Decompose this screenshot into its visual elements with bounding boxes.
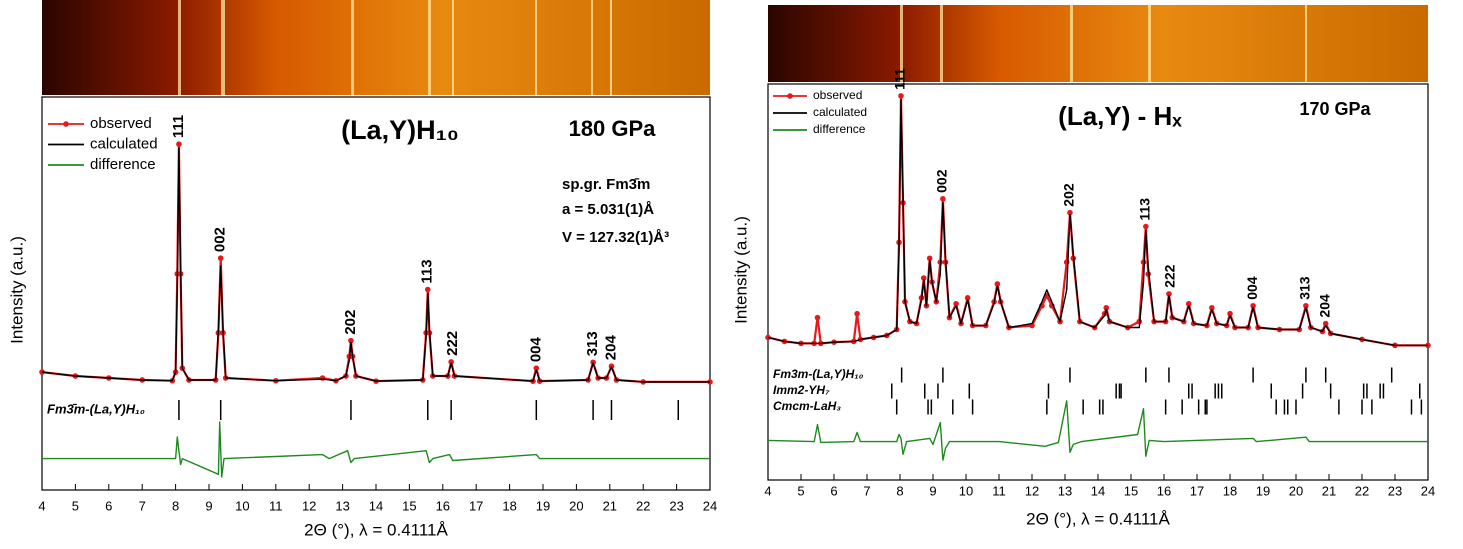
x-tick-label: 18 [502,498,516,513]
data-point [425,287,431,293]
phase-label: Fm3m-(La,Y)H₁₀ [773,367,864,381]
peak-label: 202 [1061,183,1077,207]
diffraction-image [768,5,1428,82]
x-tick-label: 16 [436,498,450,513]
x-tick-label: 10 [959,483,973,498]
annotation: sp.gr. Fm3̄m [562,176,650,193]
data-point [940,196,946,202]
x-tick-label: 23 [669,498,683,513]
legend-label: observed [813,88,862,102]
peak-label: 202 [342,310,359,335]
x-tick-label: 21 [603,498,617,513]
diffraction-image [42,0,710,95]
x-tick-label: 11 [269,498,283,513]
x-tick-label: 14 [1091,483,1105,498]
peak-label: 222 [444,331,461,356]
peak-label: 204 [1316,294,1332,318]
data-line [768,401,1428,460]
data-point [218,255,224,261]
figure: 4 5 6 7 8 9 10 11 12 13 14 15 16 17 18 19 20 21 22 23 24 2Θ (… [0,0,1463,549]
x-tick-label: 7 [139,498,146,513]
phase-label: Fm3̄m-(La,Y)H₁₀ [47,401,145,416]
x-tick-label: 18 [1223,483,1237,498]
x-tick-label: 13 [1058,483,1072,498]
x-tick-label: 19 [536,498,550,513]
x-tick-label: 12 [1025,483,1039,498]
x-tick-label: 7 [863,483,870,498]
legend-label: difference [90,156,156,173]
x-tick-label: 22 [1355,483,1369,498]
phase-label: Imm2-YH₇ [773,383,830,397]
peak-label: 004 [1244,276,1260,300]
peak-label: 113 [1137,198,1153,221]
phase-label: Cmcm-LaH₃ [773,399,841,413]
annotation: 170 GPa [1299,99,1371,119]
x-tick-label: 10 [235,498,249,513]
x-tick-label: 8 [172,498,179,513]
x-tick-label: 17 [469,498,483,513]
x-tick-label: 4 [38,498,45,513]
annotation: a = 5.031(1)Å [562,201,654,218]
data-point [176,141,182,147]
x-tick-label: 24 [1421,483,1435,498]
x-tick-label: 24 [703,498,717,513]
chart-title: (La,Y)H₁₀ [341,115,459,145]
x-axis-label: 2Θ (°), λ = 0.4111Å [304,520,448,539]
x-tick-label: 4 [764,483,771,498]
peak-label: 313 [584,331,601,356]
x-tick-label: 19 [1256,483,1270,498]
peak-label: 204 [602,335,619,361]
peak-label: 222 [1161,264,1177,288]
peak-label: 002 [212,227,229,252]
chart-title: (La,Y) - Hₓ [1058,101,1182,131]
x-tick-label: 13 [335,498,349,513]
x-tick-label: 21 [1322,483,1336,498]
x-tick-label: 5 [797,483,804,498]
peak-label: 111 [892,68,908,90]
x-axis-label: 2Θ (°), λ = 0.4111Å [1026,509,1170,528]
y-axis-label: Intensity (a.u.) [731,216,750,324]
x-tick-label: 22 [636,498,650,513]
x-tick-label: 9 [205,498,212,513]
peak-label: 002 [934,169,950,193]
data-line [42,422,710,477]
legend-marker [787,93,793,99]
x-tick-label: 20 [1289,483,1303,498]
x-tick-label: 8 [896,483,903,498]
x-tick-label: 6 [830,483,837,498]
x-tick-label: 15 [1124,483,1138,498]
annotation: 180 GPa [569,116,657,141]
x-tick-label: 11 [992,483,1006,498]
x-tick-label: 17 [1190,483,1204,498]
y-axis-label: Intensity (a.u.) [7,236,26,344]
annotation: V = 127.32(1)Å³ [562,229,669,246]
plot-frame [768,84,1428,480]
legend-label: calculated [813,105,867,119]
x-tick-label: 6 [105,498,112,513]
x-tick-label: 14 [369,498,383,513]
data-point [815,315,821,321]
x-tick-label: 15 [402,498,416,513]
x-tick-label: 5 [72,498,79,513]
peak-label: 313 [1297,276,1313,300]
data-point [898,93,904,99]
data-point [1141,259,1147,265]
x-tick-label: 23 [1388,483,1402,498]
data-point [1143,224,1149,230]
legend-label: calculated [90,135,158,152]
x-tick-label: 16 [1157,483,1171,498]
peak-label: 111 [170,115,187,138]
peak-label: 113 [419,259,436,283]
peak-label: 004 [527,336,544,362]
x-tick-label: 9 [929,483,936,498]
legend-label: observed [90,115,152,132]
x-tick-label: 20 [569,498,583,513]
legend-label: difference [813,122,866,136]
data-point [854,311,860,317]
legend-marker [63,121,69,127]
x-tick-label: 12 [302,498,316,513]
